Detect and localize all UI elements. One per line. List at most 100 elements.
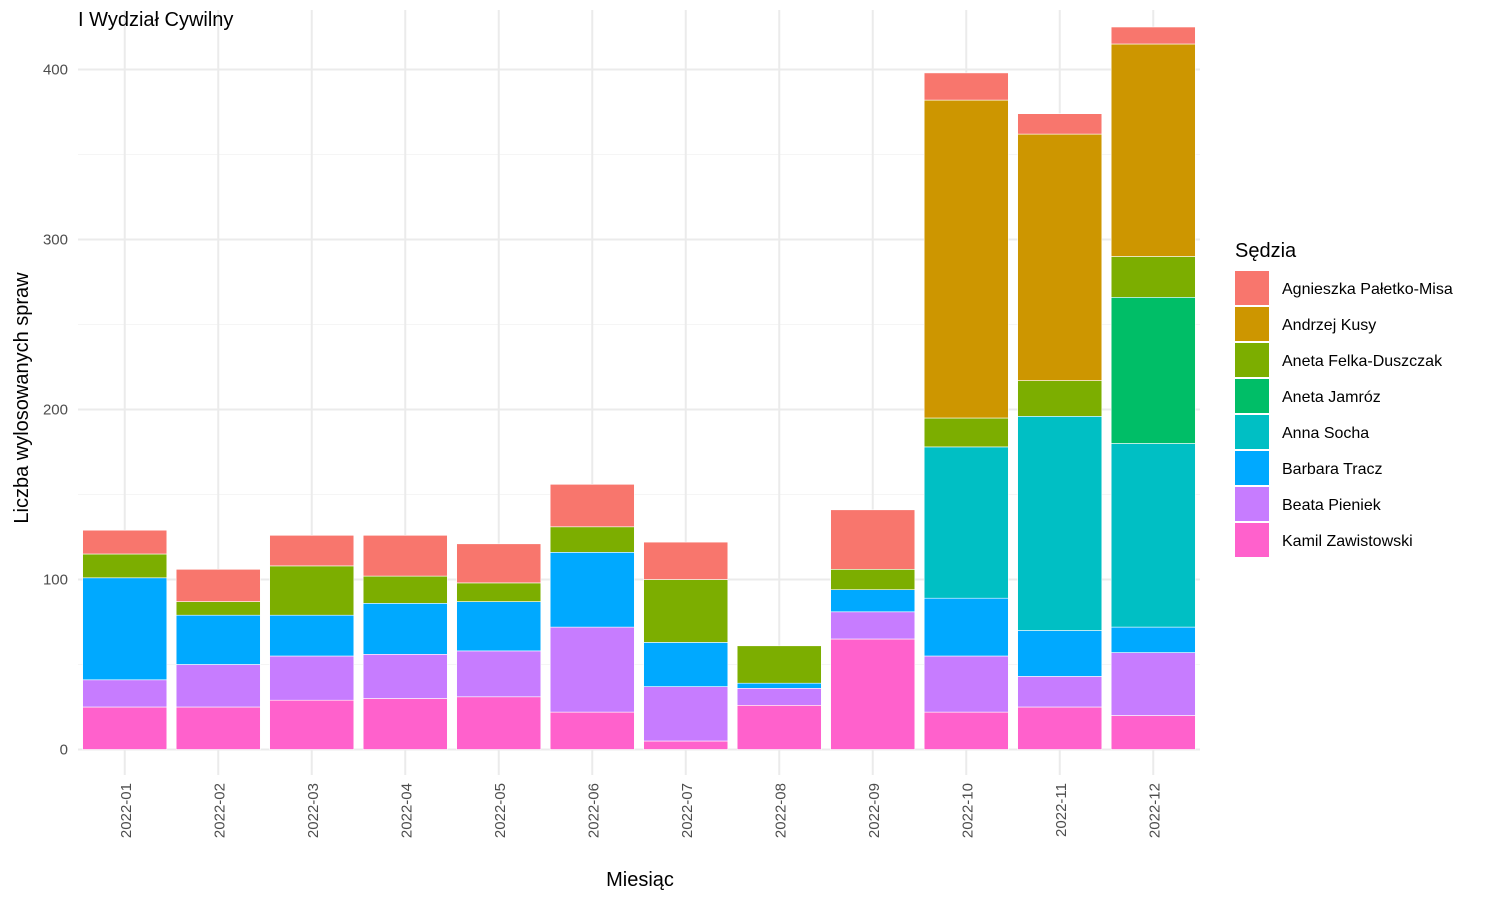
- bar-segment: [456, 582, 542, 602]
- bar-segment: [923, 417, 1009, 448]
- bar-segment: [1017, 676, 1103, 708]
- x-tick-label: 2022-12: [1146, 783, 1163, 838]
- bar-segment: [1110, 626, 1196, 653]
- legend-label: Andrzej Kusy: [1282, 317, 1376, 334]
- bar-segment: [362, 698, 448, 750]
- bar-segment: [456, 601, 542, 652]
- x-tick-label: 2022-10: [959, 783, 976, 838]
- legend-label: Aneta Felka-Duszczak: [1282, 353, 1443, 370]
- bar-segment: [1110, 652, 1196, 716]
- bar-segment: [736, 682, 822, 689]
- legend-label: Kamil Zawistowski: [1282, 533, 1413, 550]
- x-axis-title: Miesiąc: [606, 869, 674, 891]
- bar-segment: [643, 642, 729, 687]
- plot-bars: [82, 26, 1196, 750]
- bar-segment: [830, 611, 916, 640]
- legend-title: Sędzia: [1235, 240, 1297, 262]
- bar-segment: [362, 602, 448, 655]
- bar-segment: [923, 711, 1009, 750]
- bar-segment: [269, 534, 355, 567]
- bar-segment: [549, 551, 635, 628]
- bar-segment: [269, 565, 355, 616]
- y-tick-label: 300: [43, 232, 68, 249]
- legend-label: Agnieszka Pałetko-Misa: [1282, 281, 1453, 298]
- bar-segment: [736, 645, 822, 684]
- legend-label: Aneta Jamróz: [1282, 389, 1381, 406]
- bar-segment: [82, 706, 168, 750]
- y-tick-label: 200: [43, 402, 68, 419]
- bar-segment: [269, 614, 355, 657]
- legend-key: [1235, 271, 1269, 305]
- bar-segment: [643, 541, 729, 580]
- legend-key: [1235, 523, 1269, 557]
- x-tick-label: 2022-06: [585, 783, 602, 838]
- x-tick-label: 2022-05: [492, 783, 509, 838]
- bar-segment: [362, 534, 448, 577]
- x-tick-label: 2022-11: [1053, 783, 1070, 837]
- x-tick-label: 2022-02: [211, 783, 228, 838]
- y-axis-title: Liczba wylosowanych spraw: [11, 272, 33, 524]
- bar-segment: [643, 686, 729, 742]
- bar-segment: [830, 638, 916, 750]
- chart-title: I Wydział Cywilny: [78, 9, 233, 31]
- bar-segment: [1110, 296, 1196, 444]
- bar-segment: [175, 614, 261, 665]
- bar-segment: [175, 706, 261, 750]
- y-tick-label: 100: [43, 572, 68, 589]
- bar-segment: [1017, 113, 1103, 135]
- bar-segment: [82, 529, 168, 555]
- bar-segment: [1110, 715, 1196, 750]
- bar-segment: [1017, 630, 1103, 677]
- bar-segment: [175, 664, 261, 708]
- legend-key: [1235, 379, 1269, 413]
- y-tick-label: 0: [60, 742, 68, 759]
- bar-segment: [643, 579, 729, 643]
- legend-label: Beata Pieniek: [1282, 497, 1382, 514]
- y-axis-ticks: 0 100 200 300 400: [43, 62, 68, 759]
- bar-segment: [1110, 443, 1196, 628]
- x-tick-label: 2022-03: [305, 783, 322, 838]
- x-tick-label: 2022-09: [866, 783, 883, 838]
- bar-segment: [830, 568, 916, 590]
- bar-segment: [82, 679, 168, 708]
- legend: Sędzia Agnieszka Pałetko-Misa Andrzej Kus…: [1235, 240, 1453, 557]
- legend-label: Anna Socha: [1282, 425, 1369, 442]
- bar-segment: [362, 575, 448, 604]
- bar-segment: [82, 553, 168, 579]
- bar-segment: [1017, 706, 1103, 750]
- bar-segment: [549, 483, 635, 528]
- bar-segment: [82, 577, 168, 681]
- x-tick-label: 2022-04: [398, 783, 415, 838]
- x-axis-ticks: 2022-01 2022-02 2022-03 2022-04 2022-05 2022-…: [118, 783, 1164, 838]
- bar-segment: [736, 687, 822, 706]
- bar-segment: [923, 597, 1009, 657]
- x-tick-label: 2022-01: [118, 783, 135, 838]
- bar-segment: [549, 626, 635, 713]
- bar-segment: [456, 650, 542, 698]
- legend-key: [1235, 487, 1269, 521]
- y-tick-label: 400: [43, 62, 68, 79]
- bar-segment: [456, 543, 542, 584]
- legend-key: [1235, 415, 1269, 449]
- legend-key: [1235, 343, 1269, 377]
- bar-segment: [830, 509, 916, 570]
- bar-segment: [549, 526, 635, 553]
- bar-segment: [456, 696, 542, 750]
- bar-segment: [923, 99, 1009, 419]
- legend-key: [1235, 451, 1269, 485]
- bar-segment: [362, 653, 448, 699]
- bar-segment: [1110, 43, 1196, 257]
- bar-segment: [1110, 26, 1196, 45]
- bar-segment: [175, 568, 261, 602]
- bar-segment: [1017, 380, 1103, 417]
- bar-segment: [269, 655, 355, 701]
- bar-segment: [269, 699, 355, 750]
- bar-segment: [643, 740, 729, 750]
- bar-segment: [923, 72, 1009, 101]
- bar-segment: [830, 589, 916, 613]
- legend-key: [1235, 307, 1269, 341]
- bar-segment: [1017, 415, 1103, 631]
- bar-segment: [736, 704, 822, 750]
- bar-segment: [923, 655, 1009, 713]
